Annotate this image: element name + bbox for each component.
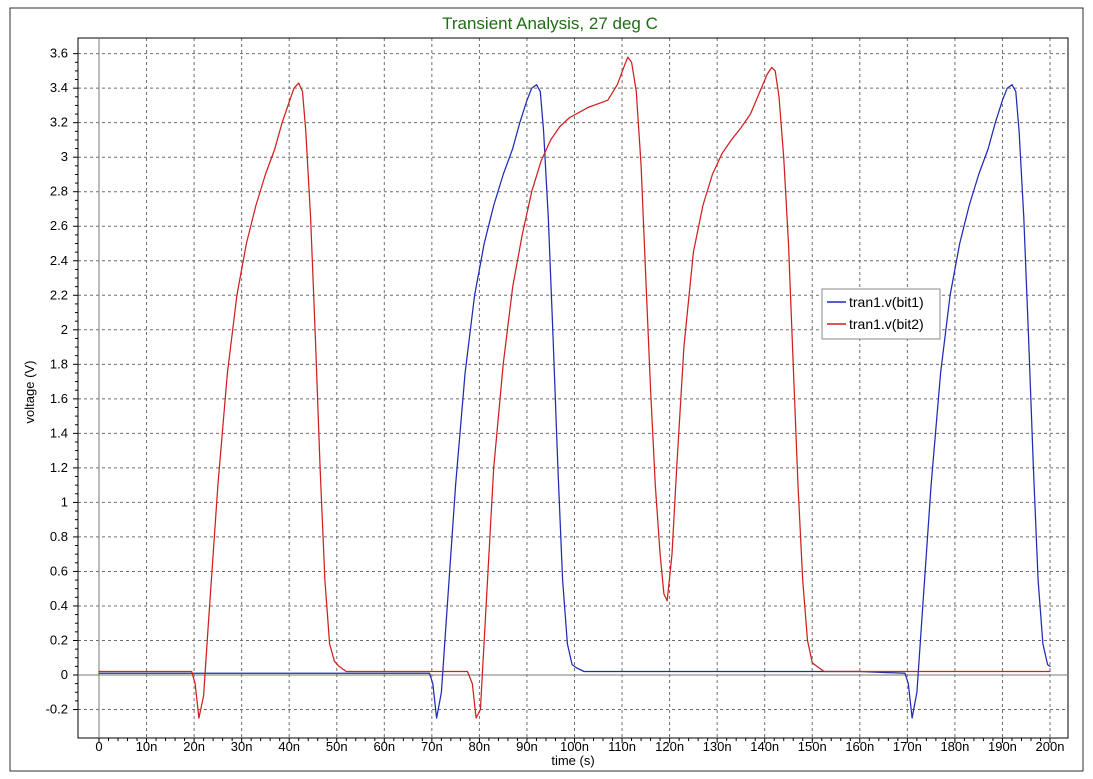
y-tick-label: 3.2 — [50, 115, 68, 130]
y-tick-label: 1.8 — [50, 356, 68, 371]
axes-layer: 0 10n 20n 30n 40n 50n 60n 70n 80n 90n 100n 110n 120n… — [46, 37, 1069, 754]
y-tick-label: 1.2 — [50, 460, 68, 475]
series-layer — [98, 56, 1051, 719]
y-tick-label: -0.2 — [46, 702, 68, 717]
x-tick-label: 10n — [136, 739, 158, 754]
y-tick-label: 2 — [61, 322, 68, 337]
y-tick-label: 3.6 — [50, 46, 68, 61]
x-tick-label: 140n — [750, 739, 779, 754]
y-tick-label: 3.4 — [50, 80, 68, 95]
y-tick-label: 1.6 — [50, 391, 68, 406]
y-tick-label: 3 — [61, 149, 68, 164]
chart-frame — [9, 7, 1084, 772]
x-tick-label: 70n — [421, 739, 443, 754]
y-tick-label: 0.4 — [50, 598, 68, 613]
legend-label-bit2: tran1.v(bit2) — [849, 316, 924, 332]
series-line-bit2 — [98, 56, 1051, 719]
x-tick-label: 150n — [798, 739, 827, 754]
x-tick-label: 90n — [516, 739, 538, 754]
x-tick-label: 20n — [183, 739, 205, 754]
x-tick-label: 130n — [703, 739, 732, 754]
plot-area-border — [77, 37, 1069, 739]
y-tick-label: 2.8 — [50, 184, 68, 199]
x-tick-label: 200n — [1036, 739, 1065, 754]
legend-label-bit1: tran1.v(bit1) — [849, 294, 924, 310]
y-tick-label: 0.2 — [50, 632, 68, 647]
x-tick-label: 160n — [845, 739, 874, 754]
x-tick-label: 30n — [231, 739, 253, 754]
legend-box — [821, 288, 941, 340]
y-tick-label: 2.6 — [50, 218, 68, 233]
legend: tran1.v(bit1) tran1.v(bit2) — [821, 288, 941, 340]
y-tick-label: 2.2 — [50, 287, 68, 302]
y-tick-label: 1.4 — [50, 425, 68, 440]
x-tick-label: 170n — [893, 739, 922, 754]
x-tick-label: 100n — [560, 739, 589, 754]
y-tick-label: 2.4 — [50, 253, 68, 268]
x-tick-label: 50n — [326, 739, 348, 754]
x-tick-label: 180n — [940, 739, 969, 754]
chart-title: Transient Analysis, 27 deg C — [442, 14, 658, 33]
series-line-bit1 — [98, 84, 1051, 719]
x-tick-label: 190n — [988, 739, 1017, 754]
y-axis-label: voltage (V) — [22, 361, 37, 424]
y-tick-label: 0.8 — [50, 529, 68, 544]
x-tick-label: 110n — [608, 739, 636, 754]
x-tick-label: 0 — [95, 739, 102, 754]
x-tick-label: 40n — [278, 739, 300, 754]
x-tick-label: 80n — [469, 739, 491, 754]
x-tick-label: 60n — [373, 739, 395, 754]
y-tick-label: 1 — [61, 494, 68, 509]
y-tick-label: 0 — [61, 667, 68, 682]
y-tick-label: 0.6 — [50, 563, 68, 578]
x-tick-label: 120n — [655, 739, 684, 754]
x-axis-label: time (s) — [551, 753, 594, 768]
